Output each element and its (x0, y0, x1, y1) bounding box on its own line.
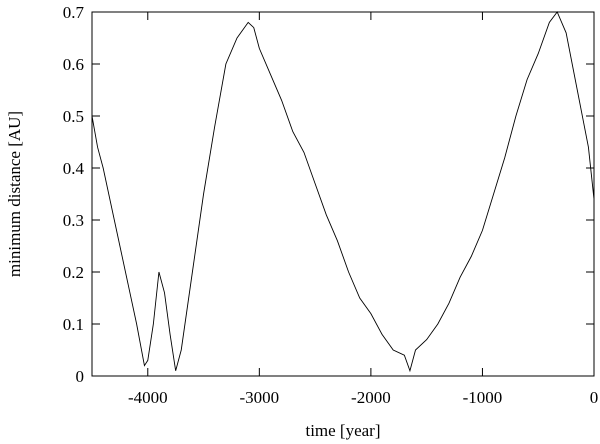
y-tick-label: 0.5 (63, 107, 84, 126)
y-tick-label: 0.1 (63, 315, 84, 334)
x-axis-label: time [year] (305, 421, 380, 440)
y-axis-label: minimum distance [AU] (5, 111, 24, 277)
y-tick-label: 0.7 (63, 3, 85, 22)
y-tick-label: 0.3 (63, 211, 84, 230)
y-tick-label: 0.2 (63, 263, 84, 282)
x-tick-label: -3000 (239, 388, 279, 407)
y-tick-label: 0.4 (63, 159, 85, 178)
y-tick-label: 0 (76, 367, 85, 386)
x-tick-label: -1000 (463, 388, 503, 407)
data-line (91, 11, 595, 373)
x-tick-label: -2000 (351, 388, 391, 407)
y-tick-label: 0.6 (63, 55, 84, 74)
x-tick-label: 0 (590, 388, 599, 407)
plot-frame (91, 11, 595, 377)
x-tick-label: -4000 (128, 388, 168, 407)
